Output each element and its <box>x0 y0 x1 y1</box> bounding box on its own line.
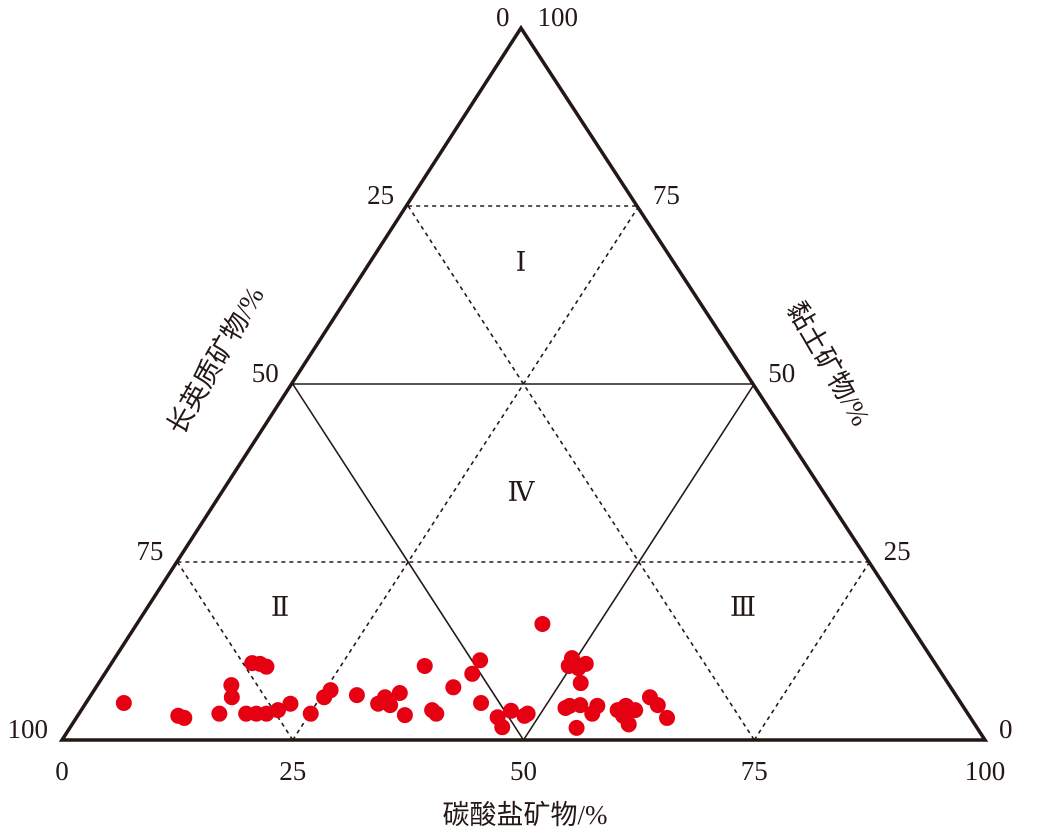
data-point <box>269 702 286 719</box>
data-point <box>473 694 490 711</box>
bottom-tick-label: 50 <box>510 756 537 786</box>
data-point <box>282 695 299 712</box>
data-point <box>223 689 240 706</box>
bottom-tick-label: 0 <box>55 756 69 786</box>
data-point <box>445 679 462 696</box>
grid-line <box>753 561 871 741</box>
data-point <box>396 707 413 724</box>
data-point <box>568 719 585 736</box>
right-tick-label: 0 <box>999 714 1013 744</box>
data-point <box>572 697 589 714</box>
bottom-tick-label: 75 <box>741 756 768 786</box>
grid-line <box>522 383 755 741</box>
grid-line <box>292 383 525 741</box>
data-point <box>472 652 489 669</box>
right-tick-label: 75 <box>653 180 680 210</box>
left-tick-label: 25 <box>367 180 394 210</box>
region-label: Ⅰ <box>516 247 527 277</box>
grid-line <box>407 205 755 741</box>
data-point <box>464 665 481 682</box>
right-tick-label: 100 <box>538 2 579 32</box>
data-point <box>428 705 445 722</box>
data-point <box>534 615 551 632</box>
bottom-tick-label: 25 <box>279 756 306 786</box>
data-point <box>302 705 319 722</box>
data-point <box>519 705 536 722</box>
data-point <box>589 697 606 714</box>
left-tick-label: 50 <box>252 358 279 388</box>
bottom-axis-title: 碳酸盐矿物/% <box>443 800 608 830</box>
right-tick-label: 25 <box>884 536 911 566</box>
grid-line <box>292 205 640 741</box>
region-label: Ⅲ <box>730 592 756 622</box>
left-tick-label: 0 <box>496 2 510 32</box>
left-tick-label: 75 <box>136 536 163 566</box>
data-point <box>115 694 132 711</box>
data-point <box>416 657 433 674</box>
data-point <box>176 709 193 726</box>
data-point <box>391 685 408 702</box>
data-point <box>211 705 228 722</box>
data-point <box>494 719 511 736</box>
left-tick-label: 100 <box>8 714 49 744</box>
bottom-tick-label: 100 <box>965 756 1006 786</box>
data-point <box>258 658 275 675</box>
data-point <box>577 655 594 672</box>
data-point <box>627 702 644 719</box>
data-point <box>572 675 589 692</box>
data-point <box>322 682 339 699</box>
data-point <box>659 709 676 726</box>
data-point <box>615 707 632 724</box>
triangle-frame <box>58 24 989 742</box>
data-point <box>348 687 365 704</box>
region-label: Ⅳ <box>508 477 536 507</box>
data-point <box>649 697 666 714</box>
data-point <box>382 697 399 714</box>
region-label: Ⅱ <box>271 592 289 622</box>
right-tick-label: 50 <box>768 358 795 388</box>
data-point <box>223 677 240 694</box>
data-point <box>503 702 520 719</box>
